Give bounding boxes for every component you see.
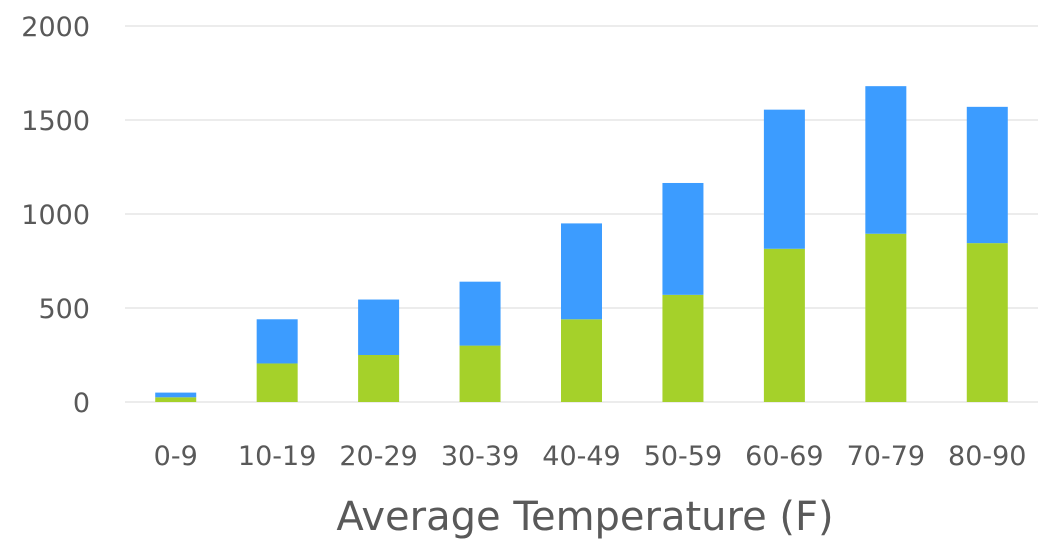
x-tick-label: 30-39 xyxy=(441,441,519,472)
x-axis-title: Average Temperature (F) xyxy=(336,494,833,540)
bar-60-69-series-1 xyxy=(763,248,805,402)
x-tick-label: 20-29 xyxy=(339,441,417,472)
bar-50-59-series-2 xyxy=(662,182,704,295)
x-tick-label: 0-9 xyxy=(154,441,198,472)
bar-40-49-series-1 xyxy=(561,319,602,402)
bar-30-39-series-2 xyxy=(459,281,501,346)
bar-50-59-series-1 xyxy=(662,294,704,402)
y-tick-label: 2000 xyxy=(21,12,90,43)
bar-80-90-series-1 xyxy=(966,243,1008,402)
y-axis-tick-labels: 0 500 1000 1500 2000 xyxy=(21,12,90,419)
x-tick-label: 70-79 xyxy=(847,441,925,472)
x-tick-label: 60-69 xyxy=(745,441,823,472)
bar-20-29-series-1 xyxy=(358,355,400,402)
x-tick-label: 40-49 xyxy=(542,441,620,472)
y-tick-label: 0 xyxy=(73,388,90,419)
bar-40-49-series-2 xyxy=(561,223,602,320)
bars xyxy=(155,86,1008,402)
bar-10-19-series-2 xyxy=(256,319,298,364)
x-tick-label: 10-19 xyxy=(238,441,316,472)
bar-60-69-series-2 xyxy=(763,109,805,249)
x-axis-tick-labels: 0-9 10-19 20-29 30-39 40-49 50-59 60-69 70-79 80… xyxy=(154,441,1027,472)
bar-70-79-series-2 xyxy=(865,86,907,234)
y-tick-label: 500 xyxy=(38,294,90,325)
bar-70-79-series-1 xyxy=(865,233,907,402)
bar-0-9-series-2 xyxy=(155,392,197,398)
bar-80-90-series-2 xyxy=(966,106,1008,244)
x-tick-label: 80-90 xyxy=(948,441,1026,472)
bar-10-19-series-1 xyxy=(256,363,298,402)
bar-30-39-series-1 xyxy=(459,345,501,402)
y-tick-label: 1000 xyxy=(21,200,90,231)
x-tick-label: 50-59 xyxy=(644,441,722,472)
bar-0-9-series-1 xyxy=(155,397,197,402)
bar-20-29-series-2 xyxy=(358,299,400,355)
y-tick-label: 1500 xyxy=(21,106,90,137)
